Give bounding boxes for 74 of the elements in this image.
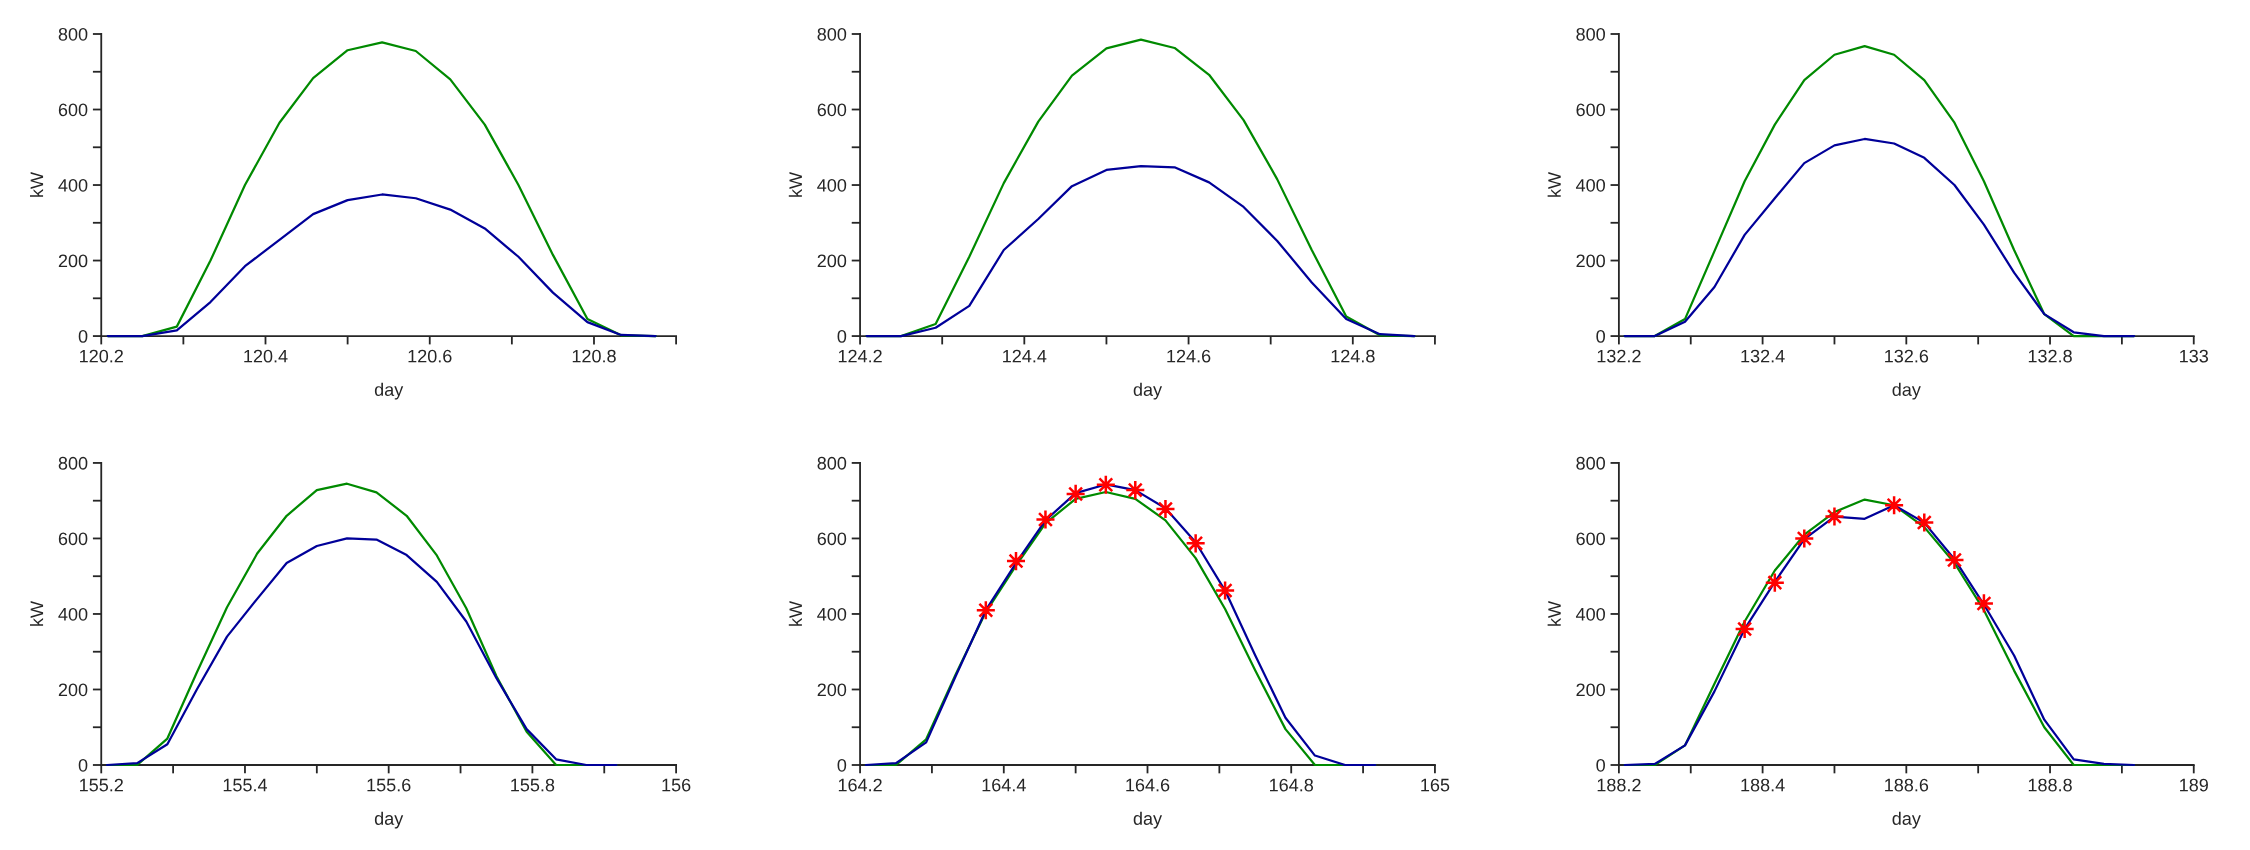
y-tick-label: 800: [1576, 27, 1605, 41]
x-tick-label: 155.6: [367, 778, 411, 792]
x-axis-title: day: [1892, 811, 1921, 829]
x-tick-label: 164.8: [1270, 778, 1314, 792]
x-axis-title: day: [374, 811, 404, 829]
y-tick-label: 600: [58, 532, 88, 546]
y-tick-label: 0: [1596, 758, 1605, 772]
x-tick-label: 120.6: [408, 349, 452, 363]
x-tick-label: 188.8: [2028, 778, 2072, 792]
x-tick-label: 188.2: [1597, 778, 1641, 792]
x-tick-label: 155.8: [511, 778, 555, 792]
y-tick-label: 400: [1575, 178, 1605, 192]
x-tick-label: 124.6: [1167, 349, 1211, 363]
y-tick-label: 200: [817, 683, 847, 697]
y-tick-label: 600: [1576, 103, 1605, 117]
x-axis-title: day: [1133, 382, 1163, 400]
y-tick-label: 200: [58, 254, 88, 268]
y-axis-title: kW: [1547, 172, 1561, 197]
y-tick-label: 0: [78, 330, 88, 343]
x-tick-label: 188.6: [1885, 778, 1929, 792]
line-series: [865, 165, 1416, 338]
y-tick-label: 600: [817, 103, 847, 117]
line-series: [1623, 137, 2136, 338]
x-tick-label: 124.8: [1331, 349, 1375, 363]
y-tick-label: 400: [58, 178, 88, 192]
x-tick-label: 164.6: [1126, 778, 1170, 792]
x-tick-label: 189: [2180, 778, 2208, 792]
x-tick-label: 164.2: [838, 778, 882, 792]
x-tick-label: 155.4: [223, 778, 268, 792]
x-tick-label: 132.4: [1741, 349, 1785, 363]
x-tick-label: 120.2: [80, 349, 123, 363]
y-tick-label: 400: [817, 607, 847, 621]
x-tick-label: 133: [2180, 349, 2209, 363]
y-tick-label: 600: [1576, 532, 1605, 546]
y-tick-label: 400: [1575, 607, 1605, 621]
x-tick-label: 155.2: [80, 778, 123, 792]
x-tick-label: 156: [662, 778, 691, 792]
y-tick-label: 400: [58, 607, 88, 621]
line-series: [106, 193, 657, 338]
y-axis-title: kW: [788, 172, 802, 197]
x-tick-label: 164.4: [982, 778, 1026, 792]
x-tick-label: 132.6: [1885, 349, 1929, 363]
y-axis-title: kW: [29, 600, 44, 626]
y-tick-label: 600: [58, 103, 88, 117]
y-axis-title: kW: [1547, 600, 1561, 626]
x-axis-title: day: [374, 382, 404, 400]
x-tick-label: 120.4: [244, 349, 288, 363]
x-tick-label: 124.4: [1003, 349, 1047, 363]
y-tick-label: 600: [817, 532, 847, 546]
x-tick-label: 132.2: [1597, 349, 1641, 363]
line-series: [105, 537, 618, 767]
y-tick-label: 800: [58, 456, 88, 470]
y-tick-label: 0: [1596, 330, 1605, 343]
x-tick-label: 132.8: [2028, 349, 2072, 363]
x-tick-label: 124.2: [838, 349, 882, 363]
x-tick-label: 188.4: [1741, 778, 1785, 792]
y-axis-title: kW: [788, 600, 802, 626]
x-axis-title: day: [1133, 811, 1163, 829]
y-tick-label: 0: [837, 758, 847, 772]
y-tick-label: 0: [78, 758, 88, 772]
y-tick-label: 200: [1576, 254, 1605, 268]
y-tick-label: 200: [817, 254, 847, 268]
y-tick-label: 800: [817, 456, 847, 470]
x-tick-label: 165: [1421, 778, 1450, 792]
y-tick-label: 800: [1576, 456, 1605, 470]
y-tick-label: 800: [58, 27, 88, 41]
x-axis-title: day: [1892, 382, 1921, 400]
y-axis-title: kW: [29, 172, 44, 197]
y-tick-label: 400: [817, 178, 847, 192]
x-tick-label: 120.8: [572, 349, 616, 363]
y-tick-label: 800: [817, 27, 847, 41]
y-tick-label: 200: [1576, 683, 1605, 697]
y-tick-label: 0: [837, 330, 847, 343]
y-tick-label: 200: [58, 683, 88, 697]
